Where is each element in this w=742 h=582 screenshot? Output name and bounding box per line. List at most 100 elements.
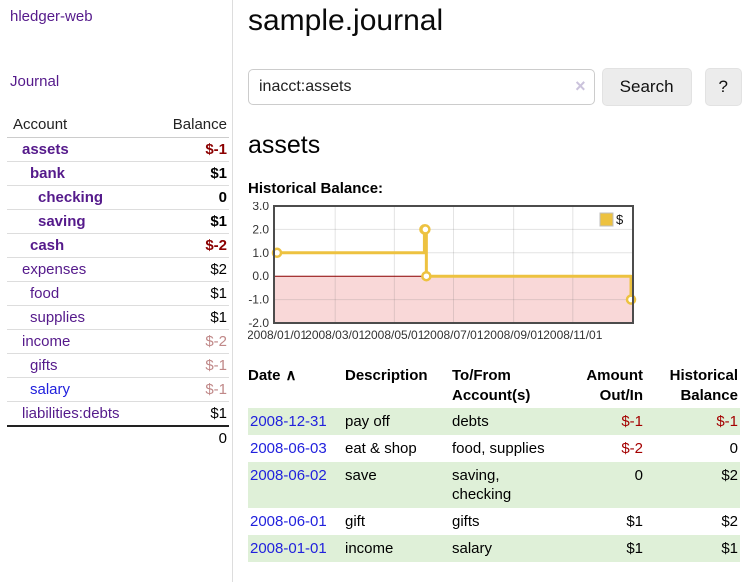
accounts-header-account: Account	[7, 113, 150, 138]
transaction-date-link[interactable]: 2008-06-03	[250, 440, 327, 457]
account-row: income $-2	[7, 329, 229, 354]
transaction-description: eat & shop	[345, 440, 417, 457]
account-balance: $1	[149, 305, 229, 330]
account-balance: $1	[149, 281, 229, 306]
transaction-row: 2008-06-03 eat & shop food, supplies $-2 0	[248, 435, 740, 462]
transaction-description: save	[345, 467, 377, 484]
transaction-accounts: saving, checking	[452, 467, 512, 503]
transaction-row: 2008-12-31 pay off debts $-1 $-1	[248, 408, 740, 435]
account-link[interactable]: checking	[38, 189, 104, 206]
account-row: assets $-1	[7, 137, 229, 162]
account-link[interactable]: expenses	[22, 261, 87, 278]
help-button[interactable]: ?	[704, 68, 742, 106]
account-balance: $-2	[149, 329, 229, 354]
y-axis-tick-label: 2.0	[252, 222, 269, 236]
register-column-header: To/From Account(s)	[452, 367, 531, 404]
register-column-header: Description	[345, 367, 428, 384]
y-axis-tick-label: -2.0	[248, 316, 269, 330]
account-link[interactable]: bank	[30, 165, 66, 182]
sidebar: hledger-web Journal Account Balance asse…	[0, 0, 233, 582]
x-axis-tick-label: 2008/03/01	[305, 328, 365, 342]
transaction-date-link[interactable]: 2008-12-31	[250, 413, 327, 430]
register-column-header: Date ∧	[248, 367, 297, 384]
register-column-header: Amount Out/In	[586, 367, 643, 404]
transaction-row: 2008-06-02 save saving, checking 0 $2	[248, 462, 740, 508]
account-row: checking 0	[7, 185, 229, 210]
account-link[interactable]: assets	[22, 141, 69, 158]
page-title: sample.journal	[248, 4, 444, 37]
transaction-amount: $1	[626, 513, 643, 530]
account-balance: $1	[149, 209, 229, 234]
account-row: bank $1	[7, 161, 229, 186]
transaction-description: pay off	[345, 413, 390, 430]
account-link[interactable]: liabilities:debts	[22, 405, 120, 422]
transaction-date-link[interactable]: 2008-06-02	[250, 467, 327, 484]
x-axis-tick-label: 2008/07/01	[423, 328, 483, 342]
transaction-description: income	[345, 540, 394, 557]
sidebar-item-journal[interactable]: Journal	[10, 73, 60, 90]
accounts-total-row: 0	[7, 426, 229, 450]
x-axis-tick-label: 2008/09/01	[484, 328, 544, 342]
transaction-date-link[interactable]: 2008-01-01	[250, 540, 327, 557]
account-link[interactable]: food	[30, 285, 60, 302]
account-link[interactable]: gifts	[30, 357, 58, 374]
transaction-accounts: salary	[452, 540, 493, 557]
data-point-marker	[421, 270, 432, 282]
search-form: × Search ?	[248, 68, 742, 106]
account-link[interactable]: saving	[38, 213, 86, 230]
brand-link[interactable]: hledger-web	[10, 8, 93, 25]
search-button[interactable]: Search	[601, 68, 692, 106]
transaction-balance: $2	[721, 513, 738, 530]
negative-region	[274, 276, 633, 323]
transaction-description: gift	[345, 513, 366, 530]
legend-swatch	[599, 212, 614, 227]
main-content: sample.journal × Search ? assets Histori…	[248, 0, 742, 562]
account-balance: $-1	[149, 137, 229, 162]
register-table: Date ∧ Description To/From Account(s) Amount O…	[248, 364, 740, 562]
account-row: expenses $2	[7, 257, 229, 282]
register-header-row: Date ∧ Description To/From Account(s) Amount O…	[248, 364, 740, 408]
account-row: cash $-2	[7, 233, 229, 258]
accounts-total-value: 0	[218, 430, 227, 447]
account-balance: $1	[149, 161, 229, 186]
search-input[interactable]	[248, 69, 595, 105]
x-axis-tick-label: 2008/01/01	[248, 328, 307, 342]
accounts-table: Account Balance assets $-1 bank $1 checking 0…	[7, 113, 229, 450]
accounts-table-body: assets $-1 bank $1 checking 0 saving $1 cash $-2 e…	[7, 137, 229, 427]
transaction-balance: $1	[721, 540, 738, 557]
account-link[interactable]: supplies	[30, 309, 86, 326]
account-row: gifts $-1	[7, 353, 229, 378]
x-axis-tick-label: 2008/05/01	[364, 328, 424, 342]
transaction-accounts: food, supplies	[452, 440, 545, 457]
transaction-amount: $-1	[621, 413, 643, 430]
x-axis-tick-label: 2008/11/01	[543, 328, 602, 342]
account-link[interactable]: income	[22, 333, 71, 350]
account-balance: $1	[149, 401, 229, 427]
transaction-row: 2008-01-01 income salary $1 $1	[248, 535, 740, 562]
data-point-marker	[420, 224, 431, 235]
account-row: salary $-1	[7, 377, 229, 402]
clear-search-icon[interactable]: ×	[575, 76, 586, 96]
transaction-amount: 0	[634, 467, 643, 484]
accounts-header-balance: Balance	[149, 113, 229, 138]
account-balance: 0	[149, 185, 229, 210]
sort-ascending-icon[interactable]: ∧	[285, 367, 297, 384]
account-row: saving $1	[7, 209, 229, 234]
plot-border	[273, 205, 634, 324]
transaction-amount: $1	[626, 540, 643, 557]
account-heading: assets	[248, 131, 321, 159]
account-link[interactable]: cash	[30, 237, 65, 254]
transaction-date-link[interactable]: 2008-06-01	[250, 513, 327, 530]
legend-label: $	[616, 212, 624, 227]
y-axis-tick-label: -1.0	[248, 293, 269, 307]
register-table-body: 2008-12-31 pay off debts $-1 $-1 2008-06-03 ea…	[248, 408, 740, 562]
transaction-row: 2008-06-01 gift gifts $1 $2	[248, 508, 740, 535]
register-column-header: Historical Balance	[669, 367, 738, 404]
account-balance: $-1	[149, 377, 229, 402]
account-link[interactable]: salary	[30, 381, 71, 398]
account-row: supplies $1	[7, 305, 229, 330]
account-balance: $-1	[149, 353, 229, 378]
historical-balance-chart: $3.0 2.0 1.0 0.0 -1.0 -2.02008/01/012008/03/0…	[248, 202, 637, 342]
y-axis-tick-label: 0.0	[252, 269, 269, 283]
